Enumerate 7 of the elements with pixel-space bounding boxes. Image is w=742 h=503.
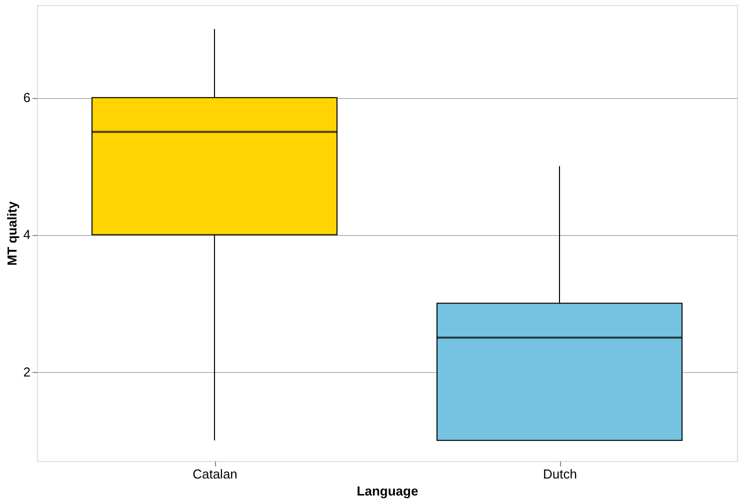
y-tick-label: 4 — [23, 227, 30, 242]
y-axis-title: MT quality — [4, 200, 20, 266]
x-axis-title: Language — [356, 484, 418, 498]
y-tick-label: 2 — [23, 364, 30, 380]
y-tick-label: 6 — [23, 90, 30, 106]
x-tick-label: Catalan — [192, 466, 238, 482]
x-tick-label: Dutch — [543, 466, 577, 482]
